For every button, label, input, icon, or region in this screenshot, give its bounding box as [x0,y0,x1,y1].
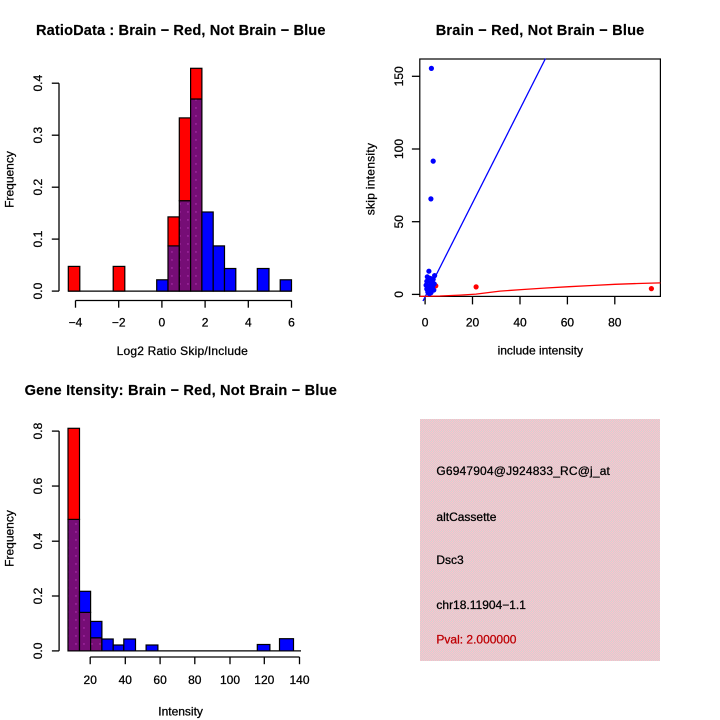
svg-text:140: 140 [289,673,309,687]
svg-text:0.4: 0.4 [31,75,45,92]
svg-text:RatioData : Brain − Red, Not B: RatioData : Brain − Red, Not Brain − Blu… [36,23,326,39]
svg-text:0.0: 0.0 [31,282,45,299]
svg-text:0.0: 0.0 [31,642,45,659]
svg-text:150: 150 [392,66,406,86]
svg-text:80: 80 [608,316,622,330]
svg-text:Frequency: Frequency [3,510,17,567]
svg-text:100: 100 [220,673,240,687]
svg-text:0: 0 [422,316,429,330]
svg-text:40: 40 [513,316,527,330]
svg-text:0.4: 0.4 [31,533,45,550]
svg-text:Pval: 2.000000: Pval: 2.000000 [436,633,516,647]
svg-text:40: 40 [119,673,133,687]
svg-text:Log2 Ratio Skip/Include: Log2 Ratio Skip/Include [117,344,248,358]
svg-text:altCassette: altCassette [436,510,496,524]
svg-text:4: 4 [245,316,252,330]
svg-text:0.3: 0.3 [31,127,45,144]
svg-text:80: 80 [188,673,202,687]
svg-text:20: 20 [84,673,98,687]
svg-text:include intensity: include intensity [498,344,583,358]
svg-text:G6947904@J924833_RC@j_at: G6947904@J924833_RC@j_at [436,464,610,478]
svg-text:skip intensity: skip intensity [364,143,378,215]
svg-text:Dsc3: Dsc3 [436,553,464,567]
svg-text:100: 100 [392,139,406,159]
svg-text:Frequency: Frequency [3,151,17,208]
svg-text:0.2: 0.2 [31,179,45,196]
svg-text:6: 6 [288,316,295,330]
svg-text:0: 0 [159,316,166,330]
svg-text:Brain − Red, Not Brain − Blue: Brain − Red, Not Brain − Blue [436,23,645,39]
svg-text:20: 20 [466,316,480,330]
svg-text:chr18.11904−1.1: chr18.11904−1.1 [436,598,526,612]
svg-text:60: 60 [561,316,575,330]
svg-text:Gene Itensity: Brain − Red, No: Gene Itensity: Brain − Red, Not Brain − … [25,383,337,399]
svg-text:0.8: 0.8 [31,422,45,439]
svg-text:120: 120 [254,673,274,687]
svg-text:0.1: 0.1 [31,230,45,247]
svg-text:0: 0 [392,291,406,298]
svg-text:Intensity: Intensity [158,705,203,719]
svg-text:−2: −2 [112,316,126,330]
svg-text:60: 60 [153,673,167,687]
svg-text:50: 50 [392,215,406,229]
svg-text:0.6: 0.6 [31,477,45,494]
svg-text:2: 2 [202,316,209,330]
svg-text:0.2: 0.2 [31,587,45,604]
svg-text:−4: −4 [69,316,83,330]
